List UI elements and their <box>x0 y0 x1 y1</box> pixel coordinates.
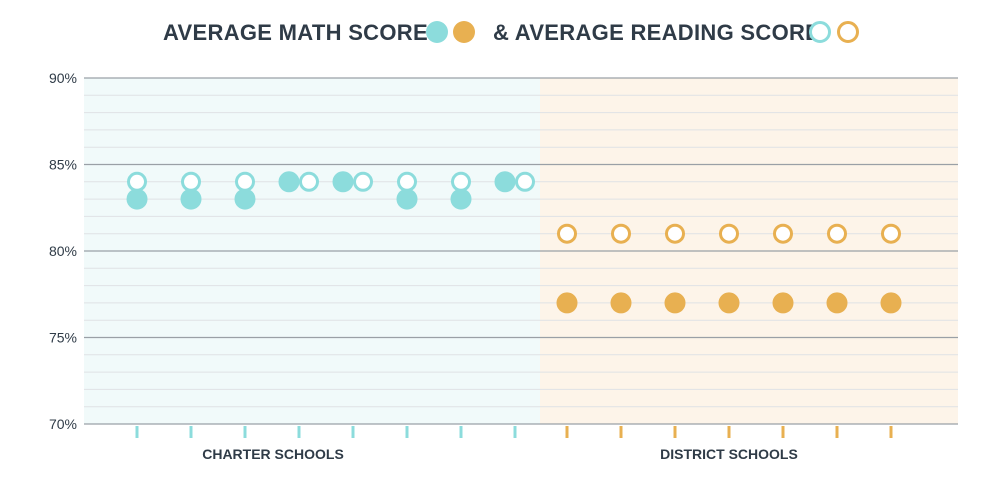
charter-reading-point <box>299 171 319 192</box>
charter-math-point <box>396 188 418 210</box>
charter-math-point <box>126 188 148 210</box>
charter-reading-point <box>353 171 373 192</box>
gridlines <box>84 77 958 425</box>
charter-math-point <box>180 188 202 210</box>
legend-math-label: AVERAGE MATH SCORE <box>163 20 428 45</box>
district-math-point <box>718 292 740 314</box>
district-math-point <box>826 292 848 314</box>
district-reading-point <box>881 223 901 244</box>
district-reading-point <box>719 223 739 244</box>
legend-math-district-marker <box>453 21 475 43</box>
charter-math-point <box>494 171 516 193</box>
y-tick-label: 75% <box>49 330 77 346</box>
legend-reading-district-marker <box>837 21 859 43</box>
y-tick-label: 80% <box>49 243 77 259</box>
y-tick-label: 85% <box>49 157 77 173</box>
charter-reading-point <box>235 171 255 192</box>
district-math-point <box>664 292 686 314</box>
district-reading-point <box>773 223 793 244</box>
x-axis-ticks <box>135 426 893 438</box>
legend-reading-label: & AVERAGE READING SCORE <box>493 20 820 45</box>
district-schools-label: DISTRICT SCHOOLS <box>660 446 798 462</box>
charter-math-point <box>450 188 472 210</box>
charter-reading-point <box>127 171 147 192</box>
legend-math-charter-marker <box>426 21 448 43</box>
district-reading-point <box>557 223 577 244</box>
charter-reading-point <box>451 171 471 192</box>
charter-math-point <box>234 188 256 210</box>
legend: AVERAGE MATH SCORE & AVERAGE READING SCO… <box>163 20 859 45</box>
charter-math-point <box>332 171 354 193</box>
charter-math-point <box>278 171 300 193</box>
legend-reading-charter-marker <box>809 21 831 43</box>
charter-schools-label: CHARTER SCHOOLS <box>202 446 344 462</box>
district-math-point <box>610 292 632 314</box>
charter-reading-point <box>181 171 201 192</box>
charter-reading-point <box>515 171 535 192</box>
y-tick-label: 70% <box>49 416 77 432</box>
district-reading-point <box>611 223 631 244</box>
y-axis-tick-labels: 90% 85% 80% 75% 70% <box>49 70 77 432</box>
district-math-point <box>556 292 578 314</box>
district-reading-point <box>665 223 685 244</box>
data-points <box>126 171 902 314</box>
charter-reading-point <box>397 171 417 192</box>
district-math-point <box>880 292 902 314</box>
district-math-point <box>772 292 794 314</box>
y-tick-label: 90% <box>49 70 77 86</box>
district-reading-point <box>827 223 847 244</box>
